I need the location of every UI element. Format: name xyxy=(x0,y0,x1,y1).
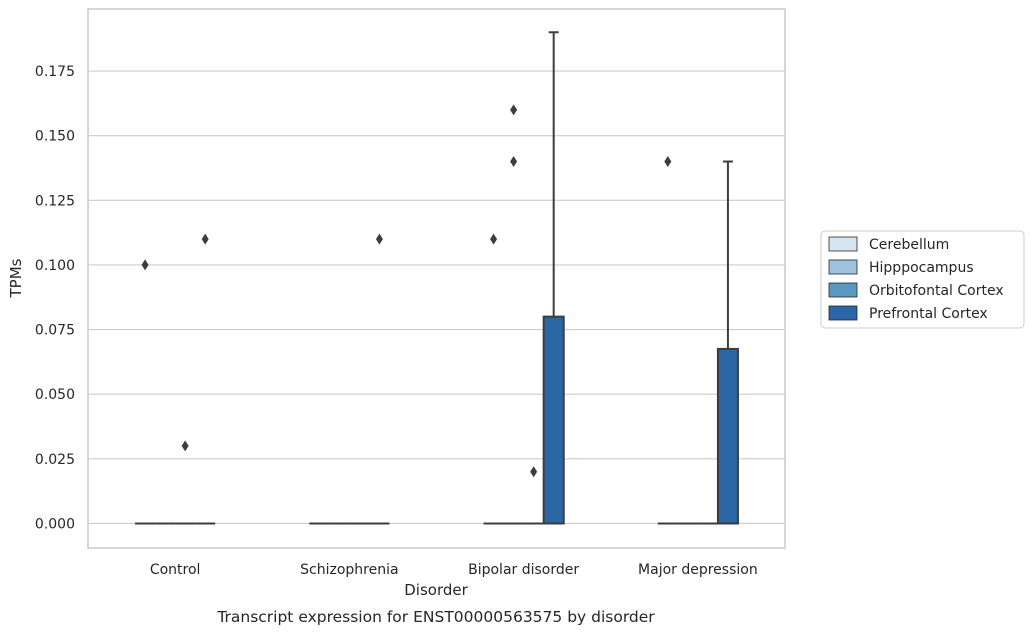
legend-label: Cerebellum xyxy=(869,237,949,253)
y-tick-label: 0.000 xyxy=(35,516,75,532)
y-tick-label: 0.175 xyxy=(35,64,75,80)
box-3-0 xyxy=(657,156,678,525)
outlier-point xyxy=(375,233,383,245)
outlier-point xyxy=(141,259,149,271)
y-tick-label: 0.100 xyxy=(35,258,75,274)
box-2-2 xyxy=(523,466,544,525)
legend-swatch xyxy=(828,305,858,321)
x-tick-label: Schizophrenia xyxy=(300,562,398,578)
box-2-0 xyxy=(483,233,504,525)
y-tick-label: 0.050 xyxy=(35,387,75,403)
box-0-3 xyxy=(195,233,216,525)
y-tick-label: 0.075 xyxy=(35,323,75,339)
outlier-point xyxy=(664,156,672,168)
y-tick-label: 0.025 xyxy=(35,452,75,468)
box-0-2 xyxy=(175,440,196,525)
legend-label: Hipppocampus xyxy=(869,260,974,276)
box-1-3 xyxy=(369,233,390,525)
x-axis-label: Disorder xyxy=(404,581,468,599)
legend-swatch xyxy=(828,282,858,298)
legend-swatch xyxy=(828,259,858,275)
chart-title: Transcript expression for ENST0000056357… xyxy=(216,608,655,626)
box-3-3 xyxy=(716,160,739,525)
plot-frame xyxy=(87,8,786,549)
x-tick-labels: Control Schizophrenia Bipolar disorder Majo… xyxy=(150,562,758,578)
legend: Cerebellum Hipppocampus Orbitofontal Corte… xyxy=(820,230,1025,329)
box-0-0 xyxy=(135,259,156,525)
legend-label: Orbitofontal Cortex xyxy=(869,283,1004,299)
y-tick-label: 0.150 xyxy=(35,129,75,145)
outlier-point xyxy=(510,156,518,168)
outlier-point xyxy=(510,104,518,116)
box-body xyxy=(716,347,739,525)
y-tick-label: 0.125 xyxy=(35,193,75,209)
outlier-point xyxy=(490,233,498,245)
grid-lines xyxy=(88,70,785,525)
x-tick-label: Major depression xyxy=(638,562,758,578)
legend-frame xyxy=(820,230,1025,329)
y-tick-labels: 0.000 0.025 0.050 0.075 0.100 0.125 0.150 0.175 xyxy=(35,64,75,532)
x-tick-label: Control xyxy=(150,562,201,578)
box-plots xyxy=(135,31,739,525)
box-2-1 xyxy=(503,104,524,525)
outlier-point xyxy=(181,440,189,452)
outlier-point xyxy=(530,466,538,478)
box-2-3 xyxy=(542,31,565,525)
outlier-point xyxy=(201,233,209,245)
x-tick-label: Bipolar disorder xyxy=(468,562,579,578)
box-body xyxy=(542,315,565,525)
y-axis-label: TPMs xyxy=(7,258,25,298)
legend-label: Prefrontal Cortex xyxy=(869,306,988,322)
legend-swatch xyxy=(828,236,858,252)
